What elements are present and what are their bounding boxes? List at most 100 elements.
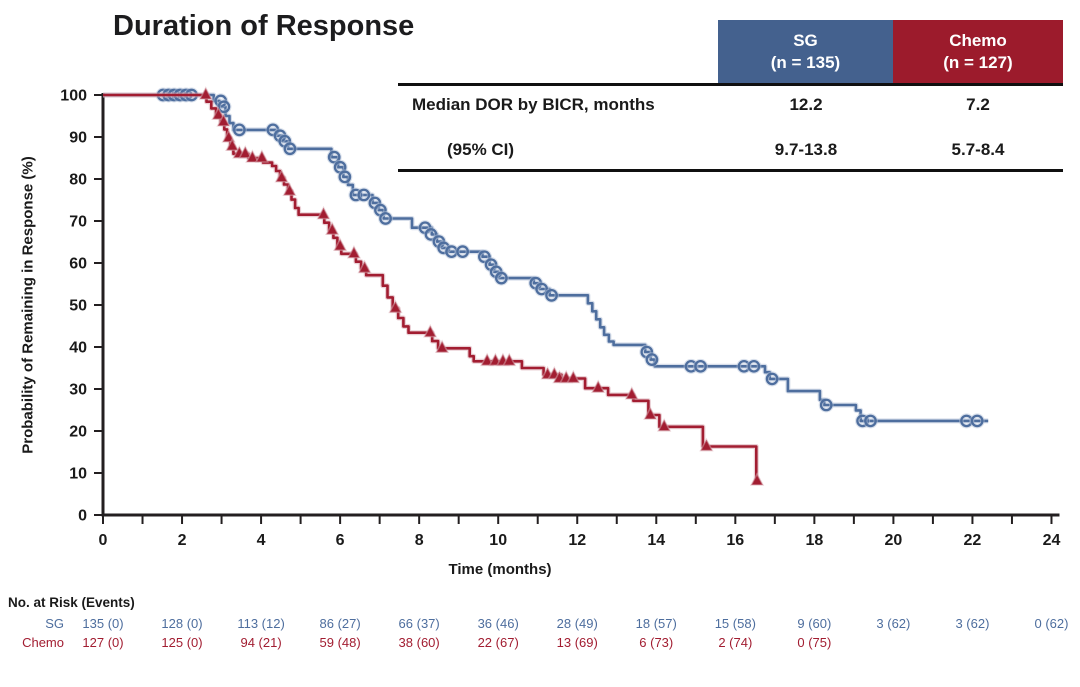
censor-marker-chemo	[423, 324, 438, 338]
censor-marker-sg	[645, 353, 659, 366]
censor-marker-sg	[495, 271, 508, 285]
censor-marker-chemo	[282, 182, 297, 196]
risk-value: 0 (62)	[1034, 616, 1069, 631]
censor-marker-sg	[456, 245, 469, 259]
risk-value: 28 (49)	[556, 616, 598, 631]
risk-value: 36 (46)	[477, 616, 519, 631]
censor-marker-chemo	[211, 106, 226, 120]
censor-marker-sg	[349, 188, 363, 202]
x-tick-label: 0	[99, 532, 108, 549]
ci-chemo-value: 5.7-8.4	[951, 140, 1005, 159]
x-tick-label: 18	[805, 532, 823, 549]
x-tick-label: 10	[489, 532, 507, 549]
x-tick-label: 2	[178, 532, 187, 549]
censor-marker-chemo	[566, 369, 581, 384]
censor-marker-chemo	[643, 406, 658, 420]
table-rule-bottom	[398, 169, 1063, 172]
stats-header-sg: SG (n = 135)	[718, 20, 893, 83]
censor-marker-chemo	[216, 113, 231, 127]
y-tick-label: 40	[69, 340, 87, 357]
censor-marker-chemo	[434, 339, 450, 354]
table-rule-top	[398, 83, 1063, 86]
x-tick-label: 16	[726, 532, 744, 549]
censor-marker-sg	[379, 212, 392, 225]
chemo-curve-line	[103, 93, 758, 481]
censor-marker-sg	[357, 188, 371, 202]
censor-marker-chemo	[238, 145, 253, 159]
risk-value: 22 (67)	[477, 635, 519, 650]
risk-value: 0 (75)	[797, 635, 832, 650]
censor-marker-sg	[856, 414, 869, 428]
stats-header-sg-n: (n = 135)	[770, 52, 841, 72]
y-tick-label: 90	[69, 130, 87, 147]
risk-row-label-sg: SG	[45, 616, 64, 631]
y-tick-label: 70	[69, 214, 87, 231]
censor-marker-sg	[327, 150, 341, 164]
risk-value: 66 (37)	[398, 616, 440, 631]
risk-value: 3 (62)	[876, 616, 911, 631]
censor-marker-chemo	[591, 379, 606, 393]
y-tick-label: 60	[69, 256, 87, 273]
censor-marker-sg	[819, 398, 833, 412]
censor-marker-sg	[694, 359, 707, 373]
stats-header-chemo-n: (n = 127)	[943, 52, 1013, 72]
risk-value: 127 (0)	[82, 635, 124, 650]
censor-marker-chemo	[225, 137, 240, 152]
censor-marker-chemo	[332, 237, 348, 251]
y-tick-label: 0	[78, 508, 87, 525]
censor-marker-chemo	[316, 205, 331, 220]
page-title: Duration of Response	[113, 10, 415, 42]
risk-value: 15 (58)	[714, 616, 756, 631]
risk-value: 135 (0)	[82, 616, 124, 631]
x-tick-label: 20	[885, 532, 903, 549]
censor-marker-chemo	[480, 352, 495, 367]
x-axis-label: Time (months)	[448, 561, 552, 578]
median-dor-row-label: Median DOR by BICR, months	[412, 95, 655, 114]
y-tick-label: 100	[60, 88, 87, 105]
censor-marker-chemo	[325, 221, 340, 236]
x-tick-label: 14	[647, 532, 665, 549]
ci-sg-value: 9.7-13.8	[774, 140, 838, 159]
censor-marker-chemo	[245, 149, 260, 163]
censor-marker-sg	[217, 100, 231, 114]
censor-marker-chemo	[346, 245, 362, 259]
risk-value: 94 (21)	[240, 635, 282, 650]
risk-value: 125 (0)	[161, 635, 203, 650]
censor-marker-sg	[970, 414, 984, 428]
chemo-curve	[103, 86, 765, 486]
x-tick-label: 8	[415, 532, 424, 549]
censor-marker-sg	[338, 170, 352, 184]
x-tick-label: 6	[336, 532, 345, 549]
censor-marker-chemo	[657, 418, 672, 432]
risk-row-label-chemo: Chemo	[22, 635, 64, 650]
censor-marker-sg	[424, 228, 438, 241]
y-tick-label: 20	[69, 424, 87, 441]
censor-marker-sg	[864, 414, 877, 428]
censor-marker-chemo	[357, 259, 372, 274]
risk-value: 6 (73)	[639, 635, 674, 650]
ci-row-label: (95% CI)	[447, 140, 515, 159]
x-tick-label: 22	[964, 532, 982, 549]
risk-value: 2 (74)	[718, 635, 753, 650]
censor-marker-chemo	[388, 299, 403, 314]
y-tick-label: 10	[69, 466, 87, 483]
risk-table-title: No. at Risk (Events)	[8, 595, 135, 610]
risk-value: 13 (69)	[556, 635, 598, 650]
censor-marker-sg	[232, 123, 246, 137]
y-tick-label: 80	[69, 172, 87, 189]
y-axis-label: Probability of Remaining in Response (%)	[19, 156, 37, 454]
censor-marker-chemo	[254, 149, 269, 163]
censor-marker-chemo	[502, 352, 517, 367]
censor-marker-sg	[535, 282, 549, 296]
risk-value: 59 (48)	[319, 635, 361, 650]
censor-marker-chemo	[624, 386, 639, 400]
risk-value: 113 (12)	[237, 616, 285, 631]
risk-value: 18 (57)	[635, 616, 677, 631]
risk-value: 9 (60)	[797, 616, 832, 631]
y-tick-label: 30	[69, 382, 87, 399]
median-dor-chemo-value: 7.2	[966, 95, 990, 114]
stats-header-chemo: Chemo (n = 127)	[893, 20, 1063, 83]
censor-marker-sg	[747, 359, 761, 373]
risk-value: 128 (0)	[161, 616, 203, 631]
